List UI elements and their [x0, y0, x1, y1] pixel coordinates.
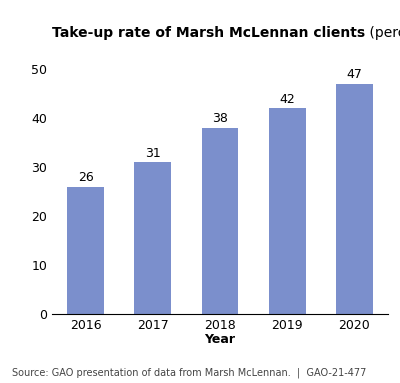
Text: 26: 26	[78, 171, 94, 184]
Bar	[269, 108, 306, 314]
Text: 38: 38	[212, 112, 228, 125]
Text: Take-up rate of Marsh McLennan clients: Take-up rate of Marsh McLennan clients	[52, 26, 365, 40]
X-axis label: Year: Year	[204, 333, 236, 346]
Text: 47: 47	[346, 68, 362, 81]
Text: 31: 31	[145, 147, 161, 160]
Bar	[336, 83, 373, 314]
Text: (percentage): (percentage)	[365, 26, 400, 40]
Bar	[134, 162, 171, 314]
Bar	[202, 128, 238, 314]
Bar	[67, 187, 104, 314]
Text: Source: GAO presentation of data from Marsh McLennan.  |  GAO-21-477: Source: GAO presentation of data from Ma…	[12, 368, 366, 378]
Text: 42: 42	[279, 93, 295, 106]
